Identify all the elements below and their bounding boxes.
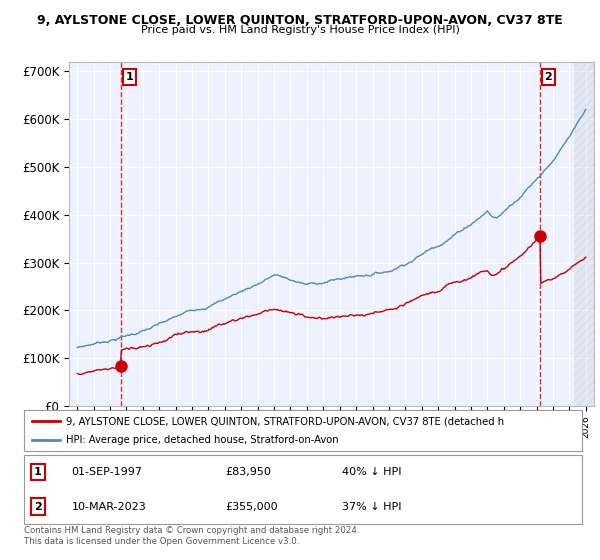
Text: HPI: Average price, detached house, Stratford-on-Avon: HPI: Average price, detached house, Stra… [66, 435, 338, 445]
Text: 1: 1 [126, 72, 134, 82]
Text: £355,000: £355,000 [225, 502, 278, 511]
Text: 37% ↓ HPI: 37% ↓ HPI [342, 502, 401, 511]
Text: Price paid vs. HM Land Registry's House Price Index (HPI): Price paid vs. HM Land Registry's House … [140, 25, 460, 35]
Text: 2: 2 [545, 72, 553, 82]
Text: £83,950: £83,950 [225, 468, 271, 477]
Text: 9, AYLSTONE CLOSE, LOWER QUINTON, STRATFORD-UPON-AVON, CV37 8TE (detached h: 9, AYLSTONE CLOSE, LOWER QUINTON, STRATF… [66, 417, 504, 426]
Text: 1: 1 [34, 468, 42, 477]
Text: Contains HM Land Registry data © Crown copyright and database right 2024.
This d: Contains HM Land Registry data © Crown c… [24, 526, 359, 546]
Text: 10-MAR-2023: 10-MAR-2023 [71, 502, 146, 511]
Text: 01-SEP-1997: 01-SEP-1997 [71, 468, 142, 477]
Text: 40% ↓ HPI: 40% ↓ HPI [342, 468, 401, 477]
Text: 9, AYLSTONE CLOSE, LOWER QUINTON, STRATFORD-UPON-AVON, CV37 8TE: 9, AYLSTONE CLOSE, LOWER QUINTON, STRATF… [37, 14, 563, 27]
Text: 2: 2 [34, 502, 42, 511]
